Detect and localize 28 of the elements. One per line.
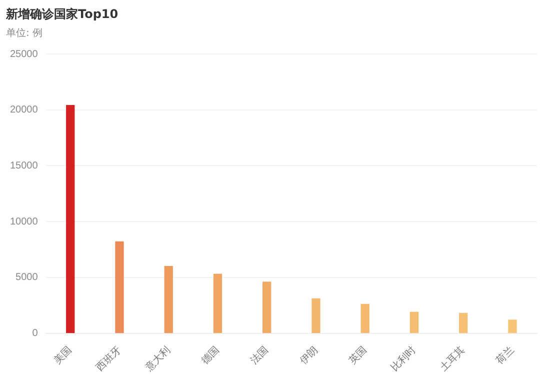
x-tick-label: 法国 <box>248 344 271 367</box>
chart-title: 新增确诊国家Top10 <box>6 6 118 23</box>
bar <box>164 266 173 334</box>
x-tick-label: 英国 <box>346 344 370 367</box>
y-tick-label: 15000 <box>10 160 38 172</box>
bar <box>262 282 272 334</box>
x-tick-label: 伊朗 <box>297 344 320 367</box>
y-tick-label: 5000 <box>16 272 38 284</box>
bar <box>508 320 517 334</box>
chart-subtitle: 单位: 例 <box>6 26 43 40</box>
y-tick-label: 0 <box>32 328 38 340</box>
bar <box>213 274 222 334</box>
bar <box>360 304 370 334</box>
x-tick-label: 荷兰 <box>494 344 517 367</box>
y-tick-label: 10000 <box>10 216 38 228</box>
bar <box>115 241 124 334</box>
y-tick-label: 25000 <box>10 48 38 60</box>
x-tick-label: 意大利 <box>142 344 173 375</box>
bar <box>410 312 419 334</box>
x-tick-label: 比利时 <box>388 344 418 374</box>
x-tick-label: 美国 <box>52 344 74 367</box>
bar <box>312 298 320 334</box>
x-tick-label: 土耳其 <box>438 344 468 374</box>
bar <box>66 105 75 334</box>
x-tick-label: 西班牙 <box>94 344 124 374</box>
y-tick-label: 20000 <box>10 104 38 116</box>
x-tick-label: 德国 <box>200 344 222 367</box>
bar <box>458 312 468 334</box>
